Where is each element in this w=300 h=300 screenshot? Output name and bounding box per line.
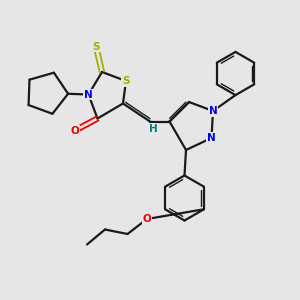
Text: N: N xyxy=(208,106,217,116)
Text: H: H xyxy=(148,124,158,134)
Text: S: S xyxy=(122,76,130,86)
Text: S: S xyxy=(92,41,100,52)
Text: O: O xyxy=(142,214,152,224)
Text: O: O xyxy=(70,125,80,136)
Text: N: N xyxy=(207,133,216,143)
Text: N: N xyxy=(84,89,93,100)
